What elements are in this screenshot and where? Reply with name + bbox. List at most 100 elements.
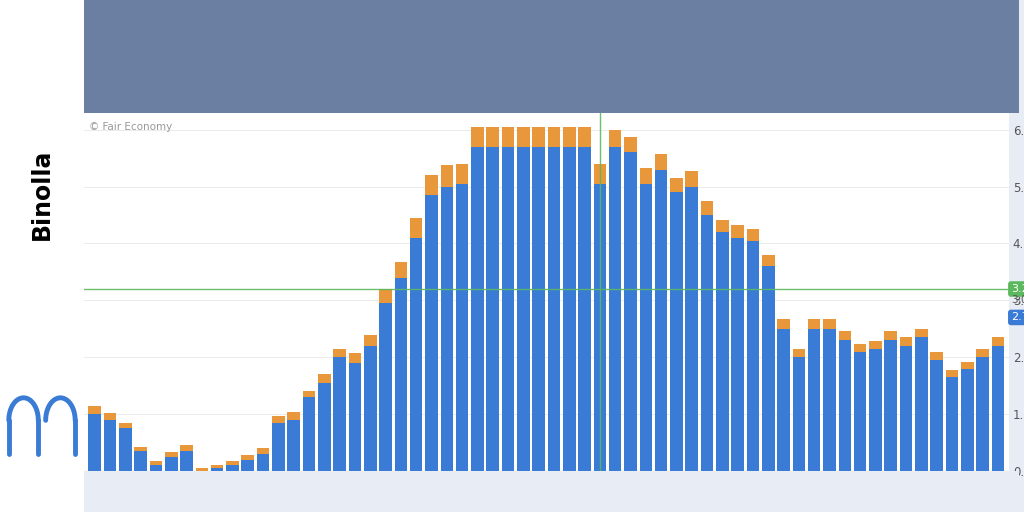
Bar bbox=[777, 329, 790, 471]
Bar bbox=[854, 344, 866, 352]
Bar bbox=[318, 374, 331, 383]
Bar bbox=[334, 357, 346, 471]
Bar bbox=[915, 329, 928, 337]
Bar bbox=[900, 346, 912, 471]
Bar bbox=[425, 175, 438, 195]
Text: 2.7: 2.7 bbox=[1011, 312, 1024, 323]
Bar bbox=[609, 147, 622, 471]
Bar bbox=[288, 413, 300, 420]
Bar bbox=[685, 186, 698, 471]
Bar bbox=[762, 266, 774, 471]
Bar bbox=[103, 420, 117, 471]
Bar bbox=[654, 169, 668, 471]
Bar bbox=[88, 406, 101, 414]
Bar bbox=[257, 454, 269, 471]
Bar bbox=[150, 465, 162, 471]
Bar bbox=[700, 201, 714, 215]
Bar bbox=[394, 278, 408, 471]
Text: Binolla: Binolla bbox=[30, 149, 54, 240]
Bar bbox=[440, 186, 453, 471]
Bar bbox=[625, 153, 637, 471]
Bar bbox=[793, 349, 805, 357]
Bar bbox=[594, 184, 606, 471]
Bar bbox=[746, 241, 759, 471]
Bar bbox=[885, 340, 897, 471]
Bar bbox=[318, 383, 331, 471]
Bar bbox=[119, 423, 131, 429]
Bar bbox=[609, 130, 622, 147]
Bar bbox=[165, 452, 177, 457]
Text: © Fair Economy: © Fair Economy bbox=[89, 122, 172, 132]
Bar bbox=[486, 147, 499, 471]
Bar bbox=[211, 468, 223, 471]
Bar bbox=[242, 455, 254, 460]
Bar bbox=[823, 329, 836, 471]
Bar bbox=[946, 370, 958, 377]
Bar bbox=[211, 465, 223, 468]
Bar bbox=[793, 357, 805, 471]
Bar bbox=[685, 170, 698, 186]
Bar bbox=[869, 341, 882, 349]
Bar bbox=[517, 127, 529, 147]
Bar bbox=[900, 337, 912, 346]
Bar bbox=[379, 289, 392, 303]
Bar bbox=[364, 346, 377, 471]
Bar bbox=[716, 232, 729, 471]
Bar bbox=[640, 184, 652, 471]
Bar bbox=[180, 445, 193, 451]
Bar bbox=[486, 127, 499, 147]
Bar bbox=[348, 353, 361, 363]
Bar bbox=[502, 147, 514, 471]
Bar bbox=[456, 184, 468, 471]
Bar bbox=[869, 349, 882, 471]
Text: 3.2: 3.2 bbox=[1011, 284, 1024, 294]
Bar bbox=[885, 331, 897, 340]
Bar bbox=[471, 147, 483, 471]
Bar bbox=[762, 255, 774, 266]
Bar bbox=[334, 349, 346, 357]
Bar bbox=[226, 465, 239, 471]
Bar bbox=[288, 420, 300, 471]
Bar bbox=[991, 346, 1005, 471]
Bar bbox=[440, 165, 453, 186]
Bar bbox=[425, 195, 438, 471]
Bar bbox=[272, 423, 285, 471]
Bar bbox=[777, 318, 790, 329]
Bar bbox=[808, 318, 820, 329]
Bar bbox=[272, 416, 285, 423]
Bar bbox=[579, 147, 591, 471]
Bar bbox=[348, 363, 361, 471]
Bar bbox=[119, 429, 131, 471]
Bar bbox=[640, 168, 652, 184]
Bar bbox=[654, 154, 668, 169]
Bar bbox=[700, 215, 714, 471]
Bar bbox=[563, 127, 575, 147]
Bar bbox=[670, 178, 683, 193]
Bar bbox=[379, 303, 392, 471]
Bar bbox=[103, 413, 117, 420]
Bar bbox=[854, 352, 866, 471]
Bar bbox=[502, 127, 514, 147]
Bar bbox=[746, 229, 759, 241]
Bar bbox=[548, 147, 560, 471]
Bar bbox=[962, 362, 974, 369]
Bar bbox=[731, 225, 744, 238]
Bar bbox=[394, 262, 408, 278]
Bar bbox=[731, 238, 744, 471]
Bar bbox=[823, 318, 836, 329]
Bar bbox=[410, 218, 423, 238]
Bar bbox=[517, 147, 529, 471]
Bar bbox=[915, 337, 928, 471]
Bar bbox=[134, 446, 146, 451]
Bar bbox=[456, 164, 468, 184]
Bar bbox=[180, 451, 193, 471]
Bar bbox=[976, 357, 989, 471]
Bar bbox=[670, 193, 683, 471]
Bar bbox=[257, 449, 269, 454]
Bar bbox=[976, 349, 989, 357]
Bar bbox=[410, 238, 423, 471]
Text: Oct 2022: Oct 2022 bbox=[574, 496, 626, 506]
Bar bbox=[150, 461, 162, 465]
Bar bbox=[839, 340, 851, 471]
Bar bbox=[962, 369, 974, 471]
